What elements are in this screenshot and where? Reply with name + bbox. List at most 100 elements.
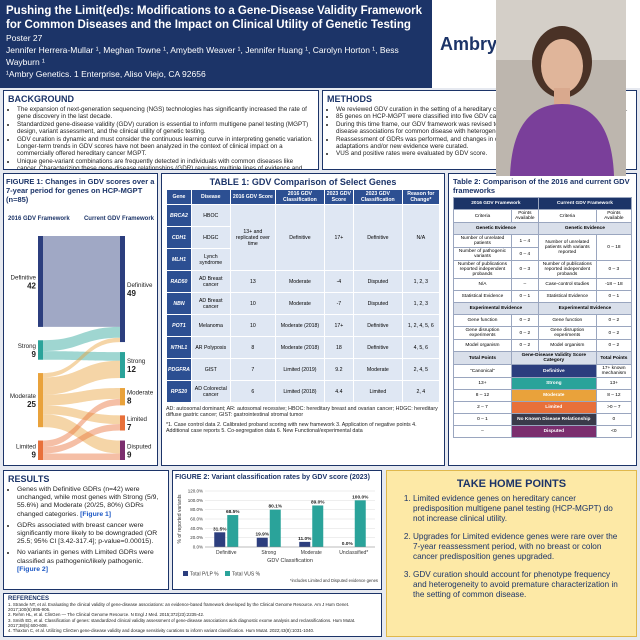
table-row: – Disputed <0 bbox=[453, 425, 633, 438]
table-row: 13+ Strong 13+ bbox=[453, 377, 633, 390]
node-value: 7 bbox=[127, 423, 132, 432]
cell: Lynch syndrome bbox=[190, 248, 231, 271]
cell: Moderate (2018) bbox=[275, 336, 325, 359]
cell: 0 – 1 bbox=[453, 413, 512, 426]
cell: 0 – 2 bbox=[595, 326, 633, 340]
cell: Gene-Disease Validity Score Category bbox=[510, 351, 597, 365]
bar-chart: 0.0% 20.0% 40.0% 60.0% 80.0% 100.0% 120.0% % of… bbox=[177, 489, 378, 584]
cell: 17+ bbox=[323, 204, 355, 271]
cell: 13+ bbox=[453, 377, 512, 390]
chart-note: *includes Limited and Disputed evidence … bbox=[290, 578, 378, 583]
category-cell: Disputed bbox=[510, 425, 597, 438]
cell: 2, 4, 5 bbox=[401, 358, 441, 381]
cell: 1, 2, 4, 5, 6 bbox=[401, 314, 441, 337]
table-row: Number of publications reported independ… bbox=[453, 260, 633, 279]
cell: AD Breast cancer bbox=[190, 292, 231, 315]
bullet: VUS and positive rates were evaluated by… bbox=[336, 150, 632, 157]
x-axis-label: GDV Classification bbox=[267, 558, 313, 564]
footnote: *1. Case control data 2. Calibrated prob… bbox=[166, 421, 417, 435]
bullet-text: Genes with Definitive GDRs (n=42) were u… bbox=[17, 486, 159, 518]
node bbox=[38, 236, 43, 327]
cell: MLH1 bbox=[166, 248, 192, 271]
section-title: TAKE HOME POINTS bbox=[456, 478, 567, 490]
y-tick-label: 80.0% bbox=[190, 507, 203, 512]
data-label: 0.0% bbox=[342, 541, 354, 547]
table-row: Gene function 0 – 2 Gene function 0 – 2 bbox=[453, 314, 633, 327]
bullet: The expansion of next-generation sequenc… bbox=[17, 106, 314, 121]
cell: <0 bbox=[595, 425, 633, 438]
flow bbox=[43, 360, 120, 395]
column-header: 2016 GDV Score bbox=[229, 189, 277, 205]
y-tick-label: 60.0% bbox=[190, 517, 203, 522]
cell: >0 – 7 bbox=[595, 401, 633, 414]
cell: 8 – 12 bbox=[595, 389, 633, 402]
cell: Limited (2018) bbox=[275, 380, 325, 403]
cell: Number of publications reported independ… bbox=[453, 260, 512, 279]
cell: NTHL1 bbox=[166, 336, 192, 359]
table-row: CDH1 HDGC bbox=[166, 226, 440, 249]
cell: -18 – 18 bbox=[595, 278, 633, 291]
x-tick-label: Strong bbox=[261, 550, 276, 556]
table-row: BRCA2 HBOC 13+ and replicated over time Def… bbox=[166, 204, 441, 271]
point-list: Limited evidence genes on hereditary can… bbox=[399, 494, 624, 600]
cell: “Canonical” bbox=[453, 364, 512, 378]
table2: Table 2: Comparison of the 2016 and curr… bbox=[448, 173, 637, 466]
flow bbox=[43, 236, 120, 327]
cell: Moderate bbox=[275, 292, 325, 315]
header-row: Criteria Points Available Criteria Points A… bbox=[453, 209, 633, 223]
flow bbox=[43, 326, 120, 352]
cell: CDH1 bbox=[166, 226, 192, 249]
node-label: Moderate bbox=[127, 390, 154, 397]
y-tick-label: 120.0% bbox=[188, 489, 203, 494]
node-value: 8 bbox=[127, 397, 132, 406]
cell: Gene function bbox=[453, 314, 512, 327]
bar bbox=[256, 537, 268, 547]
bar bbox=[227, 515, 239, 547]
section-title: RESULTS bbox=[8, 474, 50, 484]
bullet-list: The expansion of next-generation sequenc… bbox=[8, 106, 314, 169]
cell: Number of publications reported independ… bbox=[537, 260, 597, 279]
figure-link: [Figure 2] bbox=[17, 565, 48, 573]
references: REFERENCES 1. Strande NT, et al. Evaluat… bbox=[3, 593, 382, 637]
bar bbox=[214, 532, 226, 547]
cell: Moderate (2018) bbox=[275, 314, 325, 337]
table-row: RPS20 AD Colorectal cancer 6 Limited (2018)… bbox=[166, 380, 441, 403]
cell: 0 – 3 bbox=[510, 260, 539, 279]
bullet: GDRs associated with breast cancer were … bbox=[17, 522, 164, 547]
node bbox=[38, 440, 43, 460]
table: 2016 GDV Framework Current GDV Framework … bbox=[453, 197, 633, 438]
node bbox=[38, 340, 43, 360]
cell: 4.4 bbox=[323, 380, 355, 403]
cell: Statistical Evidence bbox=[537, 290, 597, 303]
node-value: 9 bbox=[127, 450, 132, 459]
figure-title: FIGURE 2: Variant classification rates b… bbox=[175, 474, 370, 481]
header-row: 2016 GDV Framework Current GDV Framework bbox=[453, 197, 633, 210]
cell: AD Breast cancer bbox=[190, 270, 231, 293]
reference: 1. Strande NT, et al. Evaluating the cli… bbox=[8, 602, 350, 613]
cell: Case-control studies bbox=[537, 278, 597, 291]
cell: 8 – 12 bbox=[453, 389, 512, 402]
cell: Disputed bbox=[353, 270, 403, 293]
table-row: Gene disruption experiments 0 – 2 Gene dis… bbox=[453, 326, 633, 340]
table-row: NBN AD Breast cancer 10 Moderate -7 Disputed 1… bbox=[166, 292, 441, 315]
column-header: 2023 GDV Score bbox=[323, 189, 355, 205]
reference-list: 1. Strande NT, et al. Evaluating the cli… bbox=[8, 602, 377, 633]
cell: GIST bbox=[190, 358, 231, 381]
cell: 0 – 2 bbox=[510, 326, 539, 340]
point: Upgrades for Limited evidence genes were… bbox=[413, 532, 624, 562]
y-axis-label: % of reported variants bbox=[177, 494, 183, 543]
cell: Total Points bbox=[595, 351, 633, 365]
table1: TABLE 1: GDV Comparison of Select Genes … bbox=[161, 173, 445, 466]
data-label: 19.9% bbox=[255, 532, 269, 538]
table-row: “Canonical” Definitive 17+ known mechanism bbox=[453, 364, 633, 378]
reference: 4. Thaxton C, et al. Utilizing ClinGen g… bbox=[8, 628, 315, 634]
cell: 0 – 2 bbox=[595, 339, 633, 352]
background-section: BACKGROUND The expansion of next-generat… bbox=[3, 90, 319, 170]
flow bbox=[43, 405, 120, 425]
take-home-section: TAKE HOME POINTS Limited evidence genes … bbox=[386, 470, 637, 637]
cell: 17+ known mechanism bbox=[595, 364, 633, 378]
cell: 0 – 3 bbox=[595, 260, 633, 279]
bullet: 85 genes on HCP-MGPT were classified int… bbox=[336, 113, 632, 120]
node bbox=[120, 415, 125, 431]
cell: 1, 2, 3 bbox=[401, 270, 441, 293]
